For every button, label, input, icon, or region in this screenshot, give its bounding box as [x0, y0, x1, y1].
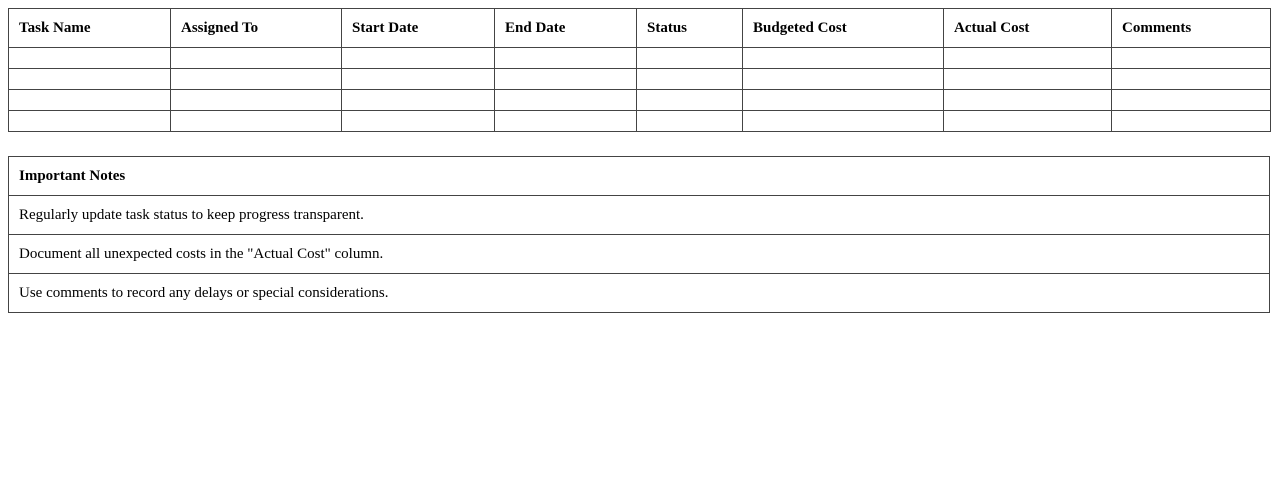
header-status: Status	[636, 8, 743, 48]
table-cell	[341, 89, 495, 111]
table-row	[8, 68, 1271, 90]
note-item: Document all unexpected costs in the "Ac…	[8, 234, 1270, 274]
header-budgeted-cost: Budgeted Cost	[742, 8, 944, 48]
table-cell	[1111, 47, 1271, 69]
table-cell	[8, 89, 171, 111]
table-cell	[943, 68, 1112, 90]
table-cell	[1111, 68, 1271, 90]
table-cell	[494, 47, 637, 69]
header-actual-cost: Actual Cost	[943, 8, 1112, 48]
table-cell	[1111, 89, 1271, 111]
table-cell	[8, 47, 171, 69]
notes-table: Important Notes Regularly update task st…	[8, 156, 1270, 313]
table-cell	[8, 68, 171, 90]
header-task-name: Task Name	[8, 8, 171, 48]
table-cell	[494, 110, 637, 132]
table-cell	[1111, 110, 1271, 132]
table-cell	[742, 47, 944, 69]
table-row	[8, 47, 1271, 69]
table-cell	[170, 89, 342, 111]
table-header-row: Task Name Assigned To Start Date End Dat…	[8, 8, 1271, 48]
task-table: Task Name Assigned To Start Date End Dat…	[8, 8, 1271, 132]
table-cell	[170, 110, 342, 132]
table-cell	[636, 47, 743, 69]
table-row	[8, 110, 1271, 132]
table-cell	[341, 47, 495, 69]
note-item: Use comments to record any delays or spe…	[8, 273, 1270, 313]
table-cell	[341, 68, 495, 90]
table-cell	[494, 68, 637, 90]
table-cell	[341, 110, 495, 132]
notes-title: Important Notes	[8, 156, 1270, 196]
table-cell	[636, 110, 743, 132]
table-cell	[943, 89, 1112, 111]
table-cell	[742, 110, 944, 132]
header-comments: Comments	[1111, 8, 1271, 48]
header-assigned-to: Assigned To	[170, 8, 342, 48]
table-cell	[170, 68, 342, 90]
note-item: Regularly update task status to keep pro…	[8, 195, 1270, 235]
table-cell	[943, 110, 1112, 132]
table-cell	[742, 68, 944, 90]
table-cell	[494, 89, 637, 111]
table-cell	[943, 47, 1112, 69]
table-cell	[636, 68, 743, 90]
table-cell	[636, 89, 743, 111]
header-end-date: End Date	[494, 8, 637, 48]
header-start-date: Start Date	[341, 8, 495, 48]
table-cell	[742, 89, 944, 111]
table-row	[8, 89, 1271, 111]
table-cell	[170, 47, 342, 69]
table-cell	[8, 110, 171, 132]
